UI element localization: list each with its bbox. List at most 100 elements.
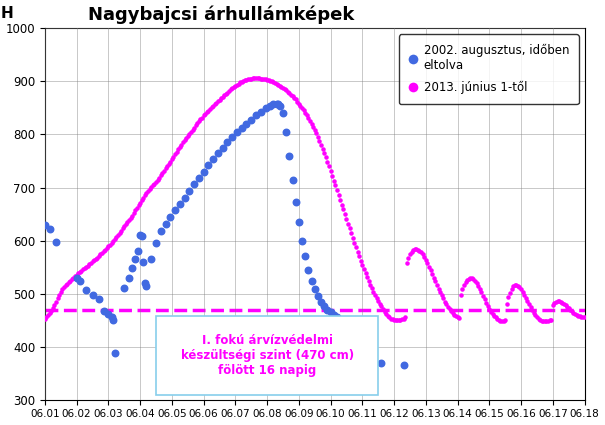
Point: [322, 158, 332, 165]
Point: [203, 107, 213, 114]
Point: [300, 253, 310, 260]
Point: [329, 177, 339, 184]
Point: [151, 179, 161, 186]
Point: [475, 286, 485, 292]
Point: [567, 308, 577, 314]
Point: [164, 160, 174, 167]
Point: [165, 213, 175, 220]
Point: [226, 86, 235, 93]
Point: [305, 117, 315, 124]
Point: [332, 314, 342, 320]
Point: [482, 299, 491, 306]
Point: [195, 116, 205, 122]
Point: [389, 316, 399, 323]
Point: [96, 251, 105, 258]
Point: [515, 284, 525, 291]
Point: [205, 106, 215, 113]
Point: [145, 186, 154, 193]
Point: [131, 207, 140, 214]
Point: [105, 241, 115, 248]
Point: [391, 316, 401, 323]
Point: [278, 110, 288, 117]
Point: [397, 316, 407, 323]
Point: [434, 286, 443, 292]
Point: [435, 289, 445, 295]
Point: [508, 283, 518, 289]
Point: [365, 281, 375, 288]
Point: [269, 101, 278, 108]
Point: [106, 239, 116, 246]
Point: [161, 220, 171, 227]
Point: [562, 303, 572, 310]
Point: [304, 266, 313, 273]
Point: [566, 307, 575, 314]
Point: [561, 302, 571, 309]
Point: [162, 163, 172, 170]
Point: [315, 137, 324, 144]
Point: [473, 282, 483, 289]
Point: [307, 120, 316, 127]
Point: [64, 279, 74, 286]
Point: [467, 275, 477, 282]
Point: [535, 316, 545, 323]
Point: [246, 116, 256, 123]
Point: [419, 254, 429, 261]
Point: [421, 257, 431, 264]
Point: [175, 201, 185, 207]
Point: [119, 223, 129, 230]
Point: [88, 258, 97, 265]
Point: [177, 142, 186, 148]
Point: [199, 168, 209, 175]
Point: [321, 154, 331, 161]
Point: [68, 274, 78, 281]
Point: [426, 267, 436, 274]
Point: [359, 266, 369, 272]
Point: [152, 177, 162, 184]
Point: [156, 228, 166, 235]
Point: [319, 303, 329, 309]
Point: [180, 137, 189, 144]
Point: [261, 105, 270, 112]
Point: [362, 274, 372, 280]
Point: [65, 278, 75, 284]
Point: [185, 130, 194, 137]
Point: [280, 85, 289, 92]
Point: [338, 320, 348, 326]
Point: [102, 245, 112, 252]
Point: [275, 82, 285, 89]
Point: [142, 190, 151, 197]
Point: [469, 276, 479, 283]
Point: [113, 231, 123, 238]
Point: [287, 93, 297, 100]
Point: [67, 276, 77, 283]
Point: [376, 359, 386, 366]
Point: [124, 216, 134, 223]
Point: [161, 165, 171, 172]
Point: [424, 263, 434, 270]
Point: [45, 310, 54, 317]
Point: [393, 316, 402, 323]
Point: [404, 255, 413, 261]
Point: [275, 103, 285, 110]
Point: [210, 101, 220, 108]
Point: [246, 75, 256, 82]
Point: [578, 314, 588, 321]
Point: [75, 269, 85, 275]
Point: [410, 246, 420, 252]
Point: [486, 308, 495, 315]
Point: [368, 288, 378, 295]
Point: [99, 248, 108, 255]
Point: [258, 75, 267, 82]
Point: [40, 315, 50, 322]
Point: [408, 247, 418, 254]
Point: [337, 201, 347, 208]
Point: [505, 289, 515, 296]
Point: [241, 76, 251, 83]
Point: [99, 307, 108, 314]
Point: [146, 184, 156, 190]
Point: [451, 312, 461, 319]
Point: [216, 95, 226, 102]
Point: [100, 246, 110, 253]
Point: [94, 295, 103, 302]
Point: [457, 286, 467, 293]
